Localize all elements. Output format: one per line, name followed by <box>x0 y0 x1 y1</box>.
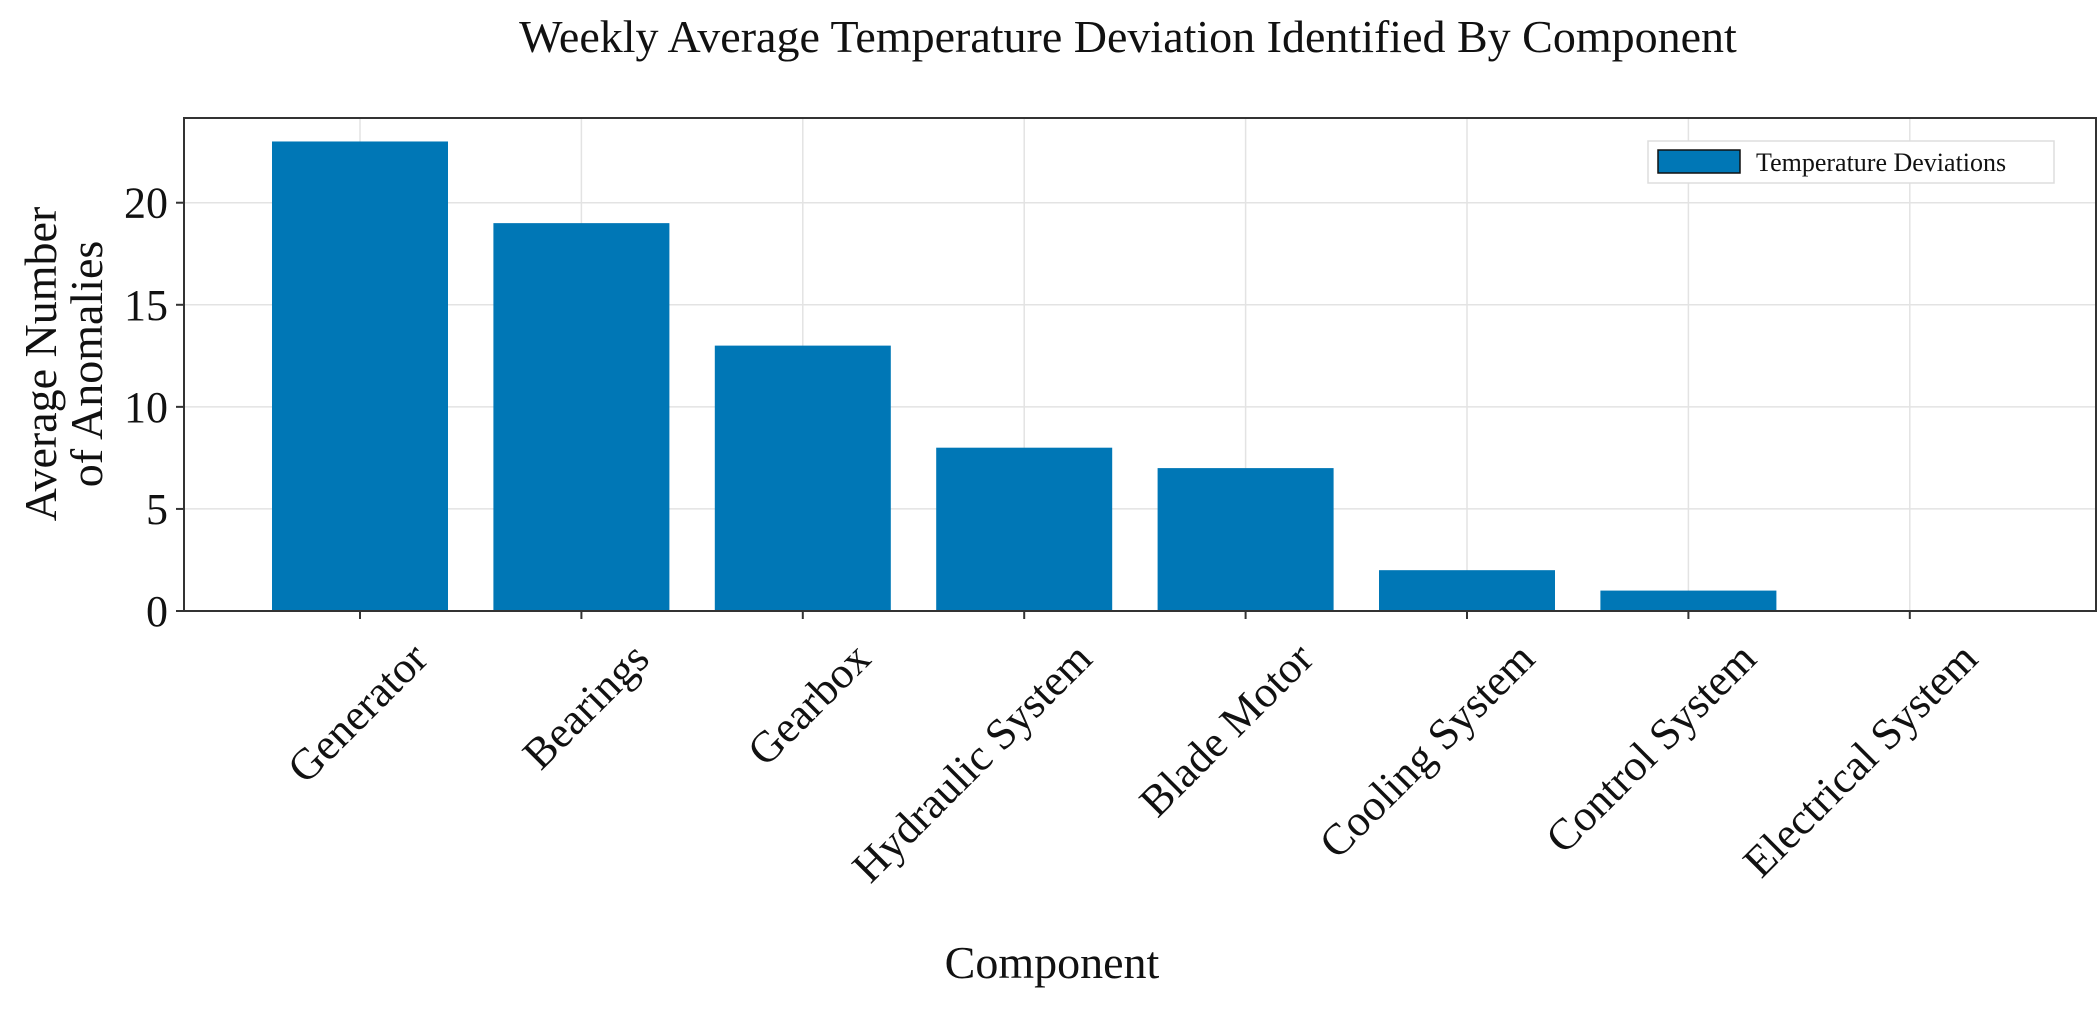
y-axis-label-line-2: of Anomalies <box>61 241 112 488</box>
legend: Temperature Deviations <box>1647 140 2055 184</box>
x-tick-label: Blade Motor <box>1130 633 1323 826</box>
y-axis-label: Average Number of Anomalies <box>15 207 112 522</box>
bar <box>936 447 1113 611</box>
legend-label: Temperature Deviations <box>1756 148 2006 177</box>
bar <box>1600 590 1777 611</box>
x-tick-label: Generator <box>278 633 437 792</box>
y-tick-label: 20 <box>124 179 168 228</box>
bar <box>714 345 891 611</box>
bars <box>272 141 1777 611</box>
bar <box>1379 570 1555 611</box>
y-axis-label-line-1: Average Number <box>15 207 66 522</box>
chart-title: Weekly Average Temperature Deviation Ide… <box>519 11 1737 62</box>
legend-swatch <box>1657 149 1741 174</box>
x-tick-label: Control System <box>1536 633 1765 862</box>
y-tick-label: 5 <box>146 485 168 534</box>
x-tick-label: Hydraulic System <box>843 633 1101 891</box>
y-tick-label: 10 <box>124 383 168 432</box>
plot-frame <box>183 117 2097 612</box>
bar <box>272 141 448 611</box>
y-axis-ticks: 0 5 10 15 20 <box>124 179 184 636</box>
grid <box>184 118 2096 612</box>
x-tick-label: Electrical System <box>1734 633 1987 886</box>
bar <box>493 223 670 611</box>
x-tick-label: Bearings <box>513 633 658 778</box>
y-tick-label: 0 <box>146 587 168 636</box>
x-tick-label: Cooling System <box>1310 633 1544 867</box>
x-tick-label: Gearbox <box>738 633 880 775</box>
y-tick-label: 15 <box>124 281 168 330</box>
x-axis-label: Component <box>945 937 1160 988</box>
bar <box>1157 468 1334 611</box>
